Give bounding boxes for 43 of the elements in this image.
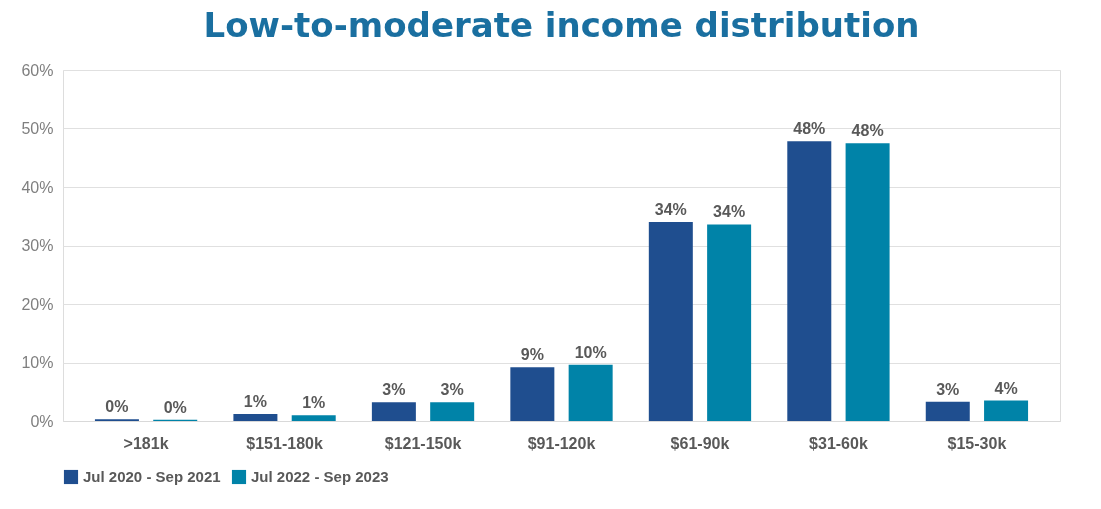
bar	[510, 367, 555, 421]
x-tick-label: >181k	[123, 434, 169, 452]
x-tick-label: $91-120k	[527, 434, 596, 452]
x-tick-label: $61-90k	[670, 434, 730, 452]
data-label: 3%	[936, 380, 960, 398]
data-label: 3%	[440, 381, 464, 399]
data-label: 48%	[793, 120, 826, 138]
bar	[707, 224, 752, 421]
bar	[371, 402, 416, 421]
x-tick-label: $151-180k	[246, 434, 323, 452]
y-tick-label: 10%	[21, 354, 54, 371]
bar	[648, 222, 693, 421]
data-label: 4%	[994, 379, 1018, 397]
bar	[430, 402, 475, 421]
data-label: 34%	[654, 201, 687, 219]
bar	[568, 364, 613, 421]
y-tick-label: 40%	[21, 178, 54, 196]
legend-label: Jul 2020 - Sep 2021	[83, 468, 221, 485]
data-label: 1%	[302, 394, 326, 412]
bar	[787, 141, 832, 421]
data-label: 3%	[382, 381, 406, 399]
bar	[925, 401, 970, 421]
data-label: 0%	[163, 398, 187, 416]
x-tick-label: $31-60k	[809, 434, 868, 452]
data-label: 10%	[574, 343, 607, 361]
bar	[984, 400, 1029, 421]
bar	[291, 415, 336, 421]
data-label: 1%	[243, 392, 267, 410]
y-tick-label: 60%	[21, 61, 54, 79]
data-label: 9%	[520, 346, 544, 364]
data-label: 0%	[105, 398, 129, 416]
x-tick-label: $121-150k	[384, 434, 462, 452]
chart-title: Low-to-moderate income distribution	[203, 5, 920, 45]
legend-label: Jul 2022 - Sep 2023	[251, 468, 389, 485]
y-tick-label: 50%	[21, 120, 54, 137]
y-tick-label: 0%	[30, 412, 54, 430]
y-tick-label: 30%	[21, 237, 54, 254]
data-label: 48%	[851, 122, 884, 140]
data-label: 34%	[713, 203, 746, 221]
y-tick-label: 20%	[21, 295, 54, 313]
x-tick-label: $15-30k	[947, 434, 1007, 452]
bar	[233, 413, 278, 421]
bar	[845, 143, 890, 421]
